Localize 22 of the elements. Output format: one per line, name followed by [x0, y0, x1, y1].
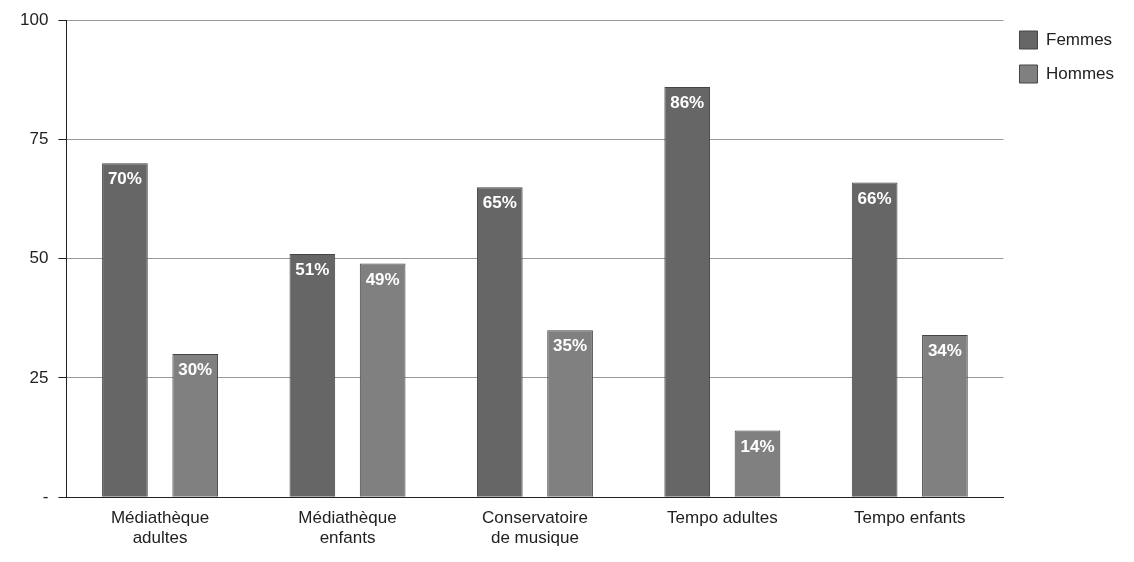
x-tick-label: Tempo adultes: [667, 508, 778, 528]
y-tick-label: 100: [19, 9, 49, 29]
x-tick-label: Tempo enfants: [854, 508, 966, 528]
y-tick-label: 75: [29, 129, 49, 149]
data-label: 70%: [107, 169, 142, 189]
data-label: 34%: [927, 341, 962, 361]
legend-label: Hommes: [1045, 63, 1115, 83]
data-label: 14%: [740, 436, 775, 456]
data-label: 66%: [857, 188, 892, 208]
y-tick-label: -: [42, 486, 49, 506]
data-label: 86%: [670, 93, 705, 113]
y-tick-label: 50: [29, 248, 49, 268]
data-label: 30%: [178, 360, 213, 380]
data-label: 49%: [365, 269, 400, 289]
x-tick-label: Conservatoire de musique: [482, 508, 588, 548]
data-label: 51%: [295, 260, 330, 280]
x-tick-label: Médiathèque enfants: [298, 508, 397, 548]
y-tick-label: 25: [29, 367, 49, 387]
x-tick-label: Médiathèque adultes: [110, 508, 210, 548]
data-label: 35%: [553, 336, 588, 356]
data-label: 65%: [482, 193, 517, 213]
legend-label: Femmes: [1045, 29, 1113, 49]
